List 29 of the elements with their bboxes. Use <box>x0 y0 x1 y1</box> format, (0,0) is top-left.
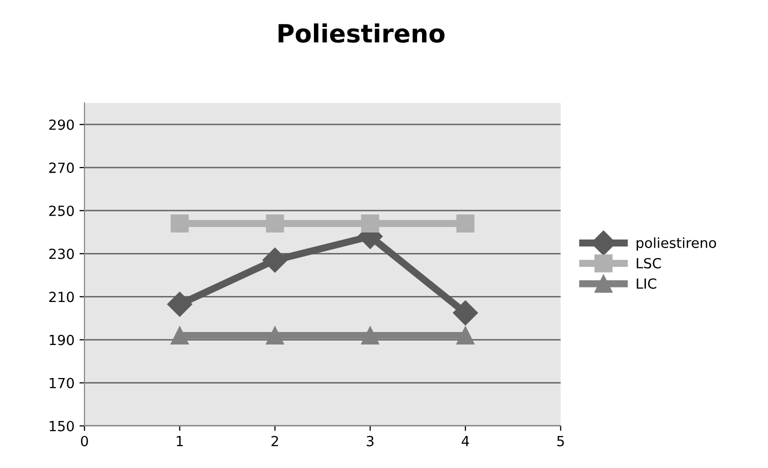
legend-label: LSC <box>636 258 661 268</box>
x-tick-label: 0 <box>80 436 88 446</box>
x-tick-label: 3 <box>366 436 374 446</box>
y-tick-label: 210 <box>49 292 74 302</box>
x-tick-label: 5 <box>557 436 564 446</box>
point <box>361 214 380 233</box>
y-tick-label: 270 <box>49 162 74 174</box>
y-tick-label: 230 <box>49 248 74 260</box>
legend-label: LIC <box>636 278 656 289</box>
y-tick-label: 250 <box>49 206 74 216</box>
point <box>456 214 474 233</box>
y-tick-label: 190 <box>50 334 74 346</box>
point <box>361 326 380 344</box>
point <box>167 292 192 317</box>
y-tick-label: 150 <box>50 420 74 432</box>
point <box>266 214 284 233</box>
y-tick-label: 290 <box>49 119 74 130</box>
legend-label: poliestireno <box>636 237 716 251</box>
x-tick-label: 4 <box>462 436 470 446</box>
x-tick-label: 2 <box>272 436 278 446</box>
y-tick-label: 170 <box>50 378 74 388</box>
chart-title: Poliestireno <box>278 23 445 43</box>
point <box>266 326 284 344</box>
point <box>170 214 189 233</box>
x-tick-label: 1 <box>176 436 183 446</box>
point <box>452 300 478 326</box>
point <box>456 326 474 344</box>
point <box>170 326 189 344</box>
point <box>262 248 288 273</box>
